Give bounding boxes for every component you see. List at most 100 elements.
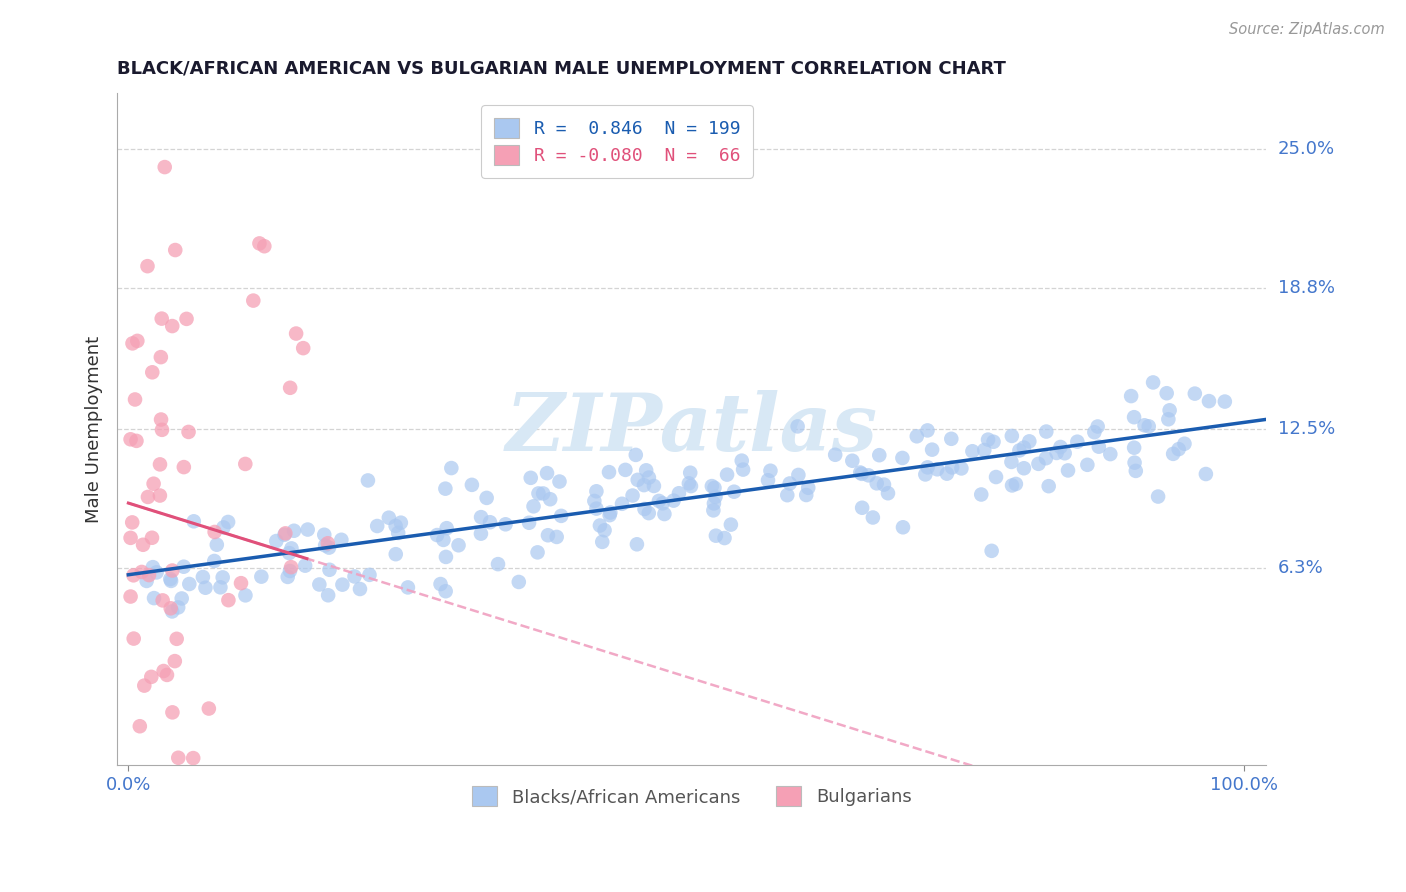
Point [142,560,165,574]
Point [461,478,484,492]
Point [162,564,184,578]
Point [1083,425,1105,440]
Point [866,476,889,491]
Point [1213,394,1236,409]
Text: 25.0%: 25.0% [1278,140,1334,158]
Point [235,588,257,602]
Point [387,525,409,540]
Point [162,319,184,334]
Legend: Blacks/African Americans, Bulgarians: Blacks/African Americans, Bulgarians [465,779,920,814]
Point [1087,419,1109,434]
Point [128,719,150,733]
Point [927,462,949,476]
Point [432,533,454,547]
Point [191,570,214,584]
Point [122,830,145,845]
Point [519,471,541,485]
Point [426,528,449,542]
Point [633,502,655,516]
Point [384,547,406,561]
Point [138,568,160,582]
Y-axis label: Male Unemployment: Male Unemployment [86,335,103,523]
Point [591,534,613,549]
Text: 12.5%: 12.5% [1278,420,1334,438]
Point [536,466,558,480]
Point [440,461,463,475]
Point [862,510,884,524]
Point [139,802,162,816]
Point [610,497,633,511]
Point [1076,458,1098,472]
Point [713,531,735,545]
Point [177,425,200,439]
Point [145,566,167,580]
Point [522,500,544,514]
Point [131,565,153,579]
Point [858,468,880,483]
Point [1173,436,1195,450]
Point [308,577,330,591]
Point [700,479,723,493]
Point [636,463,658,477]
Point [134,679,156,693]
Point [434,584,457,599]
Point [704,529,727,543]
Point [384,519,406,533]
Point [1161,447,1184,461]
Point [141,365,163,379]
Point [984,470,1007,484]
Point [1123,456,1146,470]
Point [914,467,936,482]
Point [135,574,157,588]
Point [125,434,148,448]
Point [851,467,873,481]
Point [1099,447,1122,461]
Point [1038,479,1060,493]
Point [314,528,336,542]
Point [120,531,142,545]
Point [679,466,702,480]
Point [1057,463,1080,477]
Point [593,523,616,537]
Point [141,859,163,873]
Point [841,454,863,468]
Point [183,514,205,528]
Point [285,326,308,341]
Point [941,432,963,446]
Point [1157,412,1180,426]
Point [723,484,745,499]
Point [585,501,607,516]
Point [159,601,181,615]
Point [1005,477,1028,491]
Point [179,577,201,591]
Point [127,334,149,348]
Point [359,567,381,582]
Point [779,476,801,491]
Point [1028,457,1050,471]
Point [980,544,1002,558]
Text: BLACK/AFRICAN AMERICAN VS BULGARIAN MALE UNEMPLOYMENT CORRELATION CHART: BLACK/AFRICAN AMERICAN VS BULGARIAN MALE… [117,60,1007,78]
Point [332,577,354,591]
Point [1001,429,1024,443]
Point [202,554,225,568]
Point [217,593,239,607]
Text: Source: ZipAtlas.com: Source: ZipAtlas.com [1229,22,1385,37]
Point [152,593,174,607]
Point [935,467,957,481]
Point [314,538,336,552]
Point [141,531,163,545]
Point [977,433,1000,447]
Point [787,467,810,482]
Point [160,604,183,618]
Point [1142,376,1164,390]
Point [627,473,650,487]
Point [349,582,371,596]
Point [970,487,993,501]
Point [550,508,572,523]
Point [679,479,702,493]
Point [983,434,1005,449]
Point [794,488,817,502]
Point [316,588,339,602]
Point [637,506,659,520]
Point [318,541,340,555]
